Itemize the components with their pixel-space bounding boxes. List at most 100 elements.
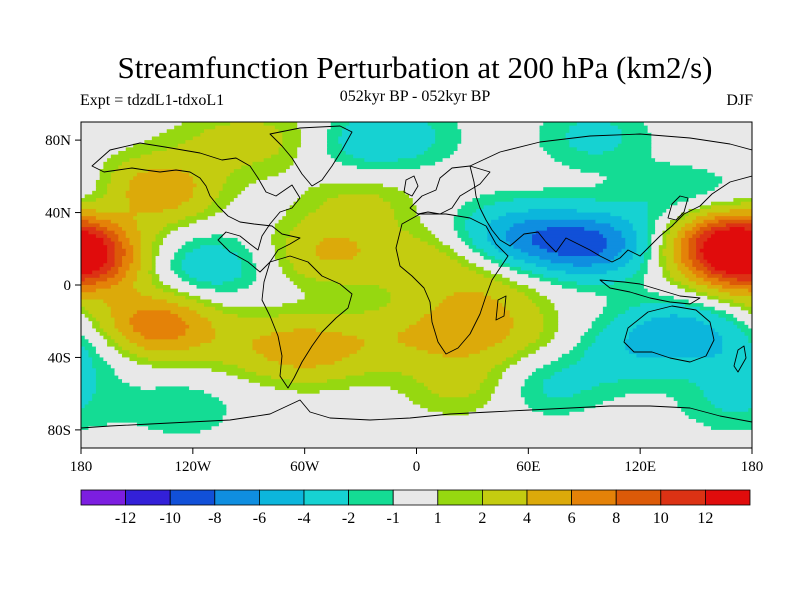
field-cell (237, 252, 254, 257)
field-cell (662, 266, 667, 272)
field-cell (606, 270, 638, 275)
field-cell (457, 208, 477, 214)
field-cell (274, 230, 291, 235)
field-cell (345, 150, 425, 156)
field-cell (81, 223, 101, 228)
field-cell (539, 310, 559, 315)
field-cell (315, 364, 496, 369)
field-cell (472, 241, 492, 246)
colorbar-swatch (705, 489, 751, 506)
field-cell (539, 256, 615, 261)
field-cell (606, 324, 638, 330)
field-cell (315, 245, 358, 250)
field-cell (651, 140, 752, 145)
field-cell (487, 223, 515, 228)
field-cell (632, 227, 649, 232)
field-cell (177, 313, 201, 319)
field-cell (293, 266, 470, 272)
field-cell (215, 212, 287, 217)
field-cell (673, 245, 682, 250)
field-cell (81, 259, 108, 264)
field-cell (453, 216, 470, 221)
field-cell (602, 150, 652, 156)
field-cell (610, 259, 630, 264)
field-cell (286, 241, 321, 246)
coast-north-america (91, 142, 301, 273)
field-cell (498, 299, 533, 304)
field-cell (226, 408, 429, 413)
field-cell (718, 277, 738, 282)
field-cell (103, 237, 112, 243)
field-cell (81, 219, 90, 225)
colorbar-label: 4 (523, 510, 531, 527)
field-cell (215, 332, 272, 337)
field-cell (696, 256, 705, 261)
field-cell (494, 256, 515, 261)
field-cell (81, 158, 108, 163)
field-cell (696, 252, 705, 257)
field-cell (81, 390, 97, 395)
field-cell (133, 252, 142, 257)
field-cell (647, 248, 652, 253)
field-cell (617, 266, 641, 272)
field-cell (364, 310, 433, 315)
field-cell (92, 397, 220, 402)
field-cell (233, 277, 257, 282)
field-cell (681, 237, 690, 243)
field-cell (606, 295, 675, 301)
field-cell (684, 303, 705, 308)
field-cell (602, 310, 626, 315)
y-tick-label: 0 (64, 278, 72, 294)
field-cell (669, 227, 682, 232)
field-cell (289, 205, 321, 210)
field-cell (95, 198, 131, 203)
field-cell (453, 219, 466, 225)
field-cell (122, 353, 138, 359)
field-cell (435, 245, 451, 250)
field-cell (692, 219, 705, 225)
field-cell (95, 368, 116, 373)
field-cell (293, 161, 343, 167)
field-cell (144, 346, 190, 351)
field-cell (163, 208, 205, 214)
field-cell (103, 335, 112, 340)
field-cell (218, 422, 705, 427)
field-cell (692, 165, 752, 170)
field-cell (125, 190, 194, 196)
field-cell (88, 310, 112, 315)
colorbar-swatch (481, 489, 528, 506)
field-cell (558, 313, 600, 319)
field-cell (252, 281, 295, 286)
field-cell (658, 292, 697, 297)
field-cell (513, 223, 611, 228)
field-cell (431, 230, 459, 235)
field-cell (136, 277, 153, 282)
field-cell (669, 281, 682, 286)
field-cell (226, 411, 444, 416)
field-cell (494, 201, 649, 206)
field-cell (81, 165, 104, 170)
field-cell (457, 122, 544, 127)
field-cell (662, 248, 675, 253)
field-cell (707, 190, 752, 196)
field-cell (140, 245, 153, 250)
field-cell (81, 437, 752, 442)
field-cell (718, 332, 746, 337)
field-cell (602, 400, 679, 406)
field-cell (647, 212, 664, 217)
field-cell (550, 299, 608, 304)
field-cell (103, 241, 116, 246)
field-cell (95, 183, 108, 188)
field-cell (136, 353, 265, 359)
field-cell (405, 328, 511, 333)
field-cell (345, 125, 433, 130)
field-cell (677, 404, 716, 409)
field-cell (274, 248, 287, 253)
field-cell (517, 350, 537, 355)
field-cell (569, 125, 619, 130)
field-cell (576, 122, 611, 127)
field-cell (513, 198, 597, 203)
field-cell (252, 342, 365, 348)
field-cell (192, 194, 220, 199)
field-cell (714, 230, 752, 235)
